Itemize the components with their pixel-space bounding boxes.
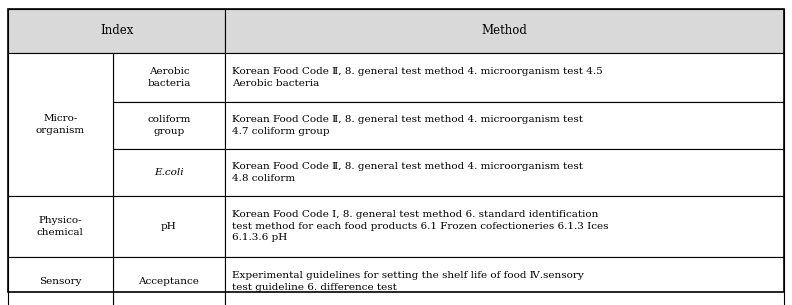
Text: coliform
group: coliform group: [147, 115, 191, 136]
Text: Method: Method: [482, 24, 527, 38]
Text: Korean Food Code Ⅱ, 8. general test method 4. microorganism test
4.8 coliform: Korean Food Code Ⅱ, 8. general test meth…: [231, 162, 583, 183]
Text: Micro-
organism: Micro- organism: [36, 114, 85, 135]
Bar: [112, 53, 225, 102]
Text: E.coli: E.coli: [154, 168, 184, 177]
Bar: [8, 196, 112, 257]
Text: Physico-
chemical: Physico- chemical: [37, 216, 84, 237]
Bar: [8, 53, 112, 196]
Text: Index: Index: [100, 24, 133, 38]
Bar: [112, 257, 225, 305]
Text: Experimental guidelines for setting the shelf life of food Ⅳ.sensory
test guidel: Experimental guidelines for setting the …: [231, 271, 584, 292]
Bar: [8, 9, 225, 53]
Bar: [8, 257, 112, 305]
Bar: [225, 9, 784, 53]
Text: Korean Food Code Ⅱ, 8. general test method 4. microorganism test
4.7 coliform gr: Korean Food Code Ⅱ, 8. general test meth…: [231, 115, 583, 136]
Bar: [225, 257, 784, 305]
Bar: [225, 53, 784, 102]
Bar: [225, 149, 784, 196]
Bar: [225, 102, 784, 149]
Bar: [112, 196, 225, 257]
Bar: [112, 102, 225, 149]
Bar: [112, 149, 225, 196]
Bar: [225, 196, 784, 257]
Text: Aerobic
bacteria: Aerobic bacteria: [147, 67, 191, 88]
Text: Acceptance: Acceptance: [139, 277, 200, 286]
Text: Korean Food Code Ⅱ, 8. general test method 4. microorganism test 4.5
Aerobic bac: Korean Food Code Ⅱ, 8. general test meth…: [231, 67, 603, 88]
Text: Korean Food Code Ⅰ, 8. general test method 6. standard identification
test metho: Korean Food Code Ⅰ, 8. general test meth…: [231, 210, 608, 242]
Text: Sensory: Sensory: [39, 277, 82, 286]
Text: pH: pH: [161, 222, 177, 231]
